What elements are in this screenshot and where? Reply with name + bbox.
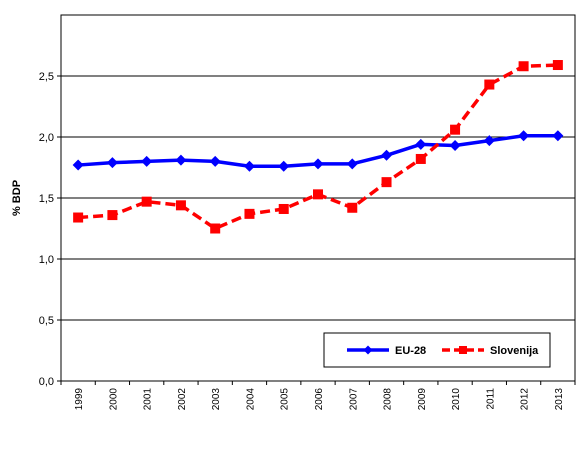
series-layer bbox=[72, 60, 564, 234]
data-point bbox=[484, 79, 495, 90]
data-point bbox=[72, 159, 84, 171]
data-point bbox=[313, 189, 323, 200]
legend-label: EU-28 bbox=[395, 345, 426, 357]
data-point bbox=[450, 124, 461, 135]
x-tick-label: 2011 bbox=[485, 388, 496, 410]
data-point bbox=[243, 160, 255, 172]
data-point bbox=[483, 135, 495, 147]
data-point bbox=[244, 208, 255, 219]
data-point bbox=[278, 160, 290, 172]
data-point bbox=[347, 202, 358, 213]
data-point bbox=[278, 203, 289, 214]
x-tick-label: 2010 bbox=[451, 388, 462, 411]
x-tick-label: 2007 bbox=[348, 388, 359, 411]
data-point bbox=[381, 149, 393, 161]
x-tick-label: 2000 bbox=[108, 388, 119, 411]
x-tick-label: 2009 bbox=[417, 388, 428, 411]
data-point bbox=[73, 212, 84, 223]
y-tick-label: 2,5 bbox=[39, 71, 54, 83]
x-tick-label: 2008 bbox=[383, 388, 394, 411]
data-point bbox=[518, 61, 529, 72]
x-tick-label: 2005 bbox=[280, 388, 291, 411]
legend: EU-28 Slovenija bbox=[323, 332, 551, 368]
y-tick-label: 1,5 bbox=[39, 193, 54, 205]
data-point bbox=[209, 155, 221, 167]
y-tick-label: 0,0 bbox=[39, 376, 54, 388]
y-tick-label: 0,5 bbox=[39, 315, 54, 327]
y-axis-label: % BDP bbox=[11, 180, 23, 216]
data-point bbox=[107, 210, 118, 221]
data-point bbox=[459, 346, 467, 354]
data-point bbox=[141, 155, 153, 167]
data-point bbox=[106, 157, 118, 169]
x-tick-label: 2001 bbox=[143, 388, 154, 411]
x-tick-label: 2003 bbox=[211, 388, 222, 411]
data-point bbox=[449, 140, 461, 152]
data-point bbox=[415, 138, 427, 150]
x-tick-label: 2004 bbox=[245, 388, 256, 411]
legend-entry: EU-28 bbox=[347, 345, 426, 357]
data-point bbox=[363, 345, 373, 355]
axes: 0,0 0,5 1,0 1,5 2,0 2,5 1999 2000 2001 2002 2003 20… bbox=[39, 71, 576, 411]
data-point bbox=[381, 177, 392, 188]
data-point bbox=[346, 158, 358, 170]
x-tick-label: 2012 bbox=[520, 388, 531, 411]
data-point bbox=[552, 130, 564, 142]
legend-entry: Slovenija bbox=[442, 345, 539, 357]
data-point bbox=[312, 158, 324, 170]
y-tick-label: 2,0 bbox=[39, 132, 54, 144]
data-point bbox=[552, 60, 563, 71]
y-tick-label: 1,0 bbox=[39, 254, 54, 266]
data-point bbox=[518, 130, 530, 142]
data-point bbox=[141, 196, 152, 207]
x-tick-label: 1999 bbox=[74, 388, 85, 411]
x-tick-label: 2002 bbox=[177, 388, 188, 411]
data-point bbox=[175, 154, 187, 166]
series-eu-28 bbox=[72, 130, 564, 172]
legend-label: Slovenija bbox=[490, 345, 539, 357]
x-tick-label: 2006 bbox=[314, 388, 325, 411]
data-point bbox=[415, 153, 426, 164]
series-slovenija bbox=[73, 60, 563, 234]
data-point bbox=[210, 223, 221, 234]
data-point bbox=[175, 200, 186, 211]
x-tick-label: 2013 bbox=[554, 388, 565, 411]
